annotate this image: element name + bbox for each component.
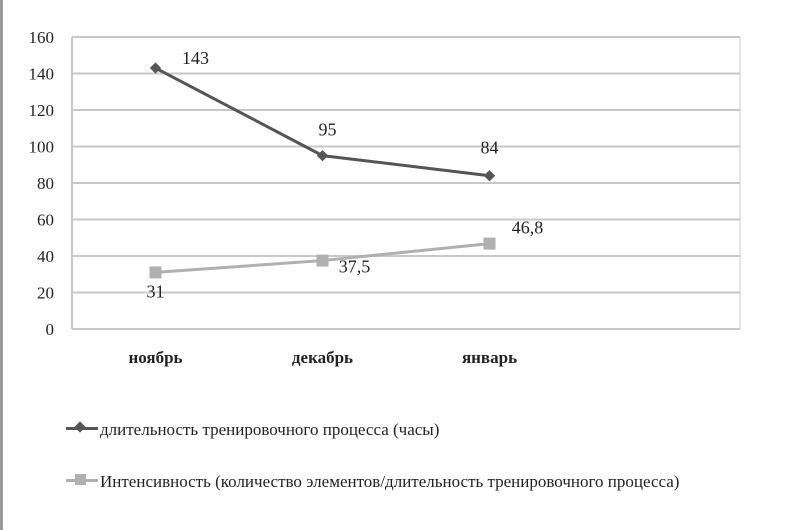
data-point-marker (316, 149, 329, 162)
data-label: 37,5 (339, 257, 371, 277)
data-point-marker (483, 170, 496, 182)
data-label: 143 (182, 48, 209, 68)
x-tick-label: ноябрь (128, 348, 182, 367)
legend-item-duration: длительность тренировочного процесса (ча… (60, 418, 780, 442)
y-tick-label: 60 (37, 211, 54, 230)
data-point-marker (483, 237, 496, 250)
y-tick-label: 100 (29, 138, 55, 157)
y-tick-label: 120 (29, 101, 55, 120)
legend-item-intensity: Интенсивность (количество элементов/длит… (60, 470, 780, 494)
line-chart: 0 20 40 60 80 100 120 140 160 ноябрь декабрь январь… (29, 28, 741, 367)
y-tick-label: 40 (37, 247, 54, 266)
y-tick-label: 0 (46, 320, 55, 339)
y-tick-label: 80 (37, 174, 54, 193)
data-point-marker (149, 62, 162, 74)
data-label: 31 (147, 281, 165, 301)
data-label: 46,8 (512, 218, 544, 238)
data-point-marker (316, 254, 329, 267)
x-tick-label: январь (462, 348, 517, 367)
data-label: 84 (481, 138, 499, 158)
x-tick-label: декабрь (292, 348, 353, 367)
legend-label-intensity: Интенсивность (количество элементов/длит… (100, 472, 680, 491)
legend-marker-intensity (60, 470, 100, 490)
data-label: 95 (319, 120, 337, 140)
legend-label-duration: длительность тренировочного процесса (ча… (100, 420, 440, 439)
legend-marker-duration (60, 418, 100, 438)
y-tick-label: 20 (37, 284, 54, 303)
y-tick-label: 160 (29, 28, 55, 47)
data-point-marker (149, 266, 162, 279)
y-tick-label: 140 (29, 65, 55, 84)
